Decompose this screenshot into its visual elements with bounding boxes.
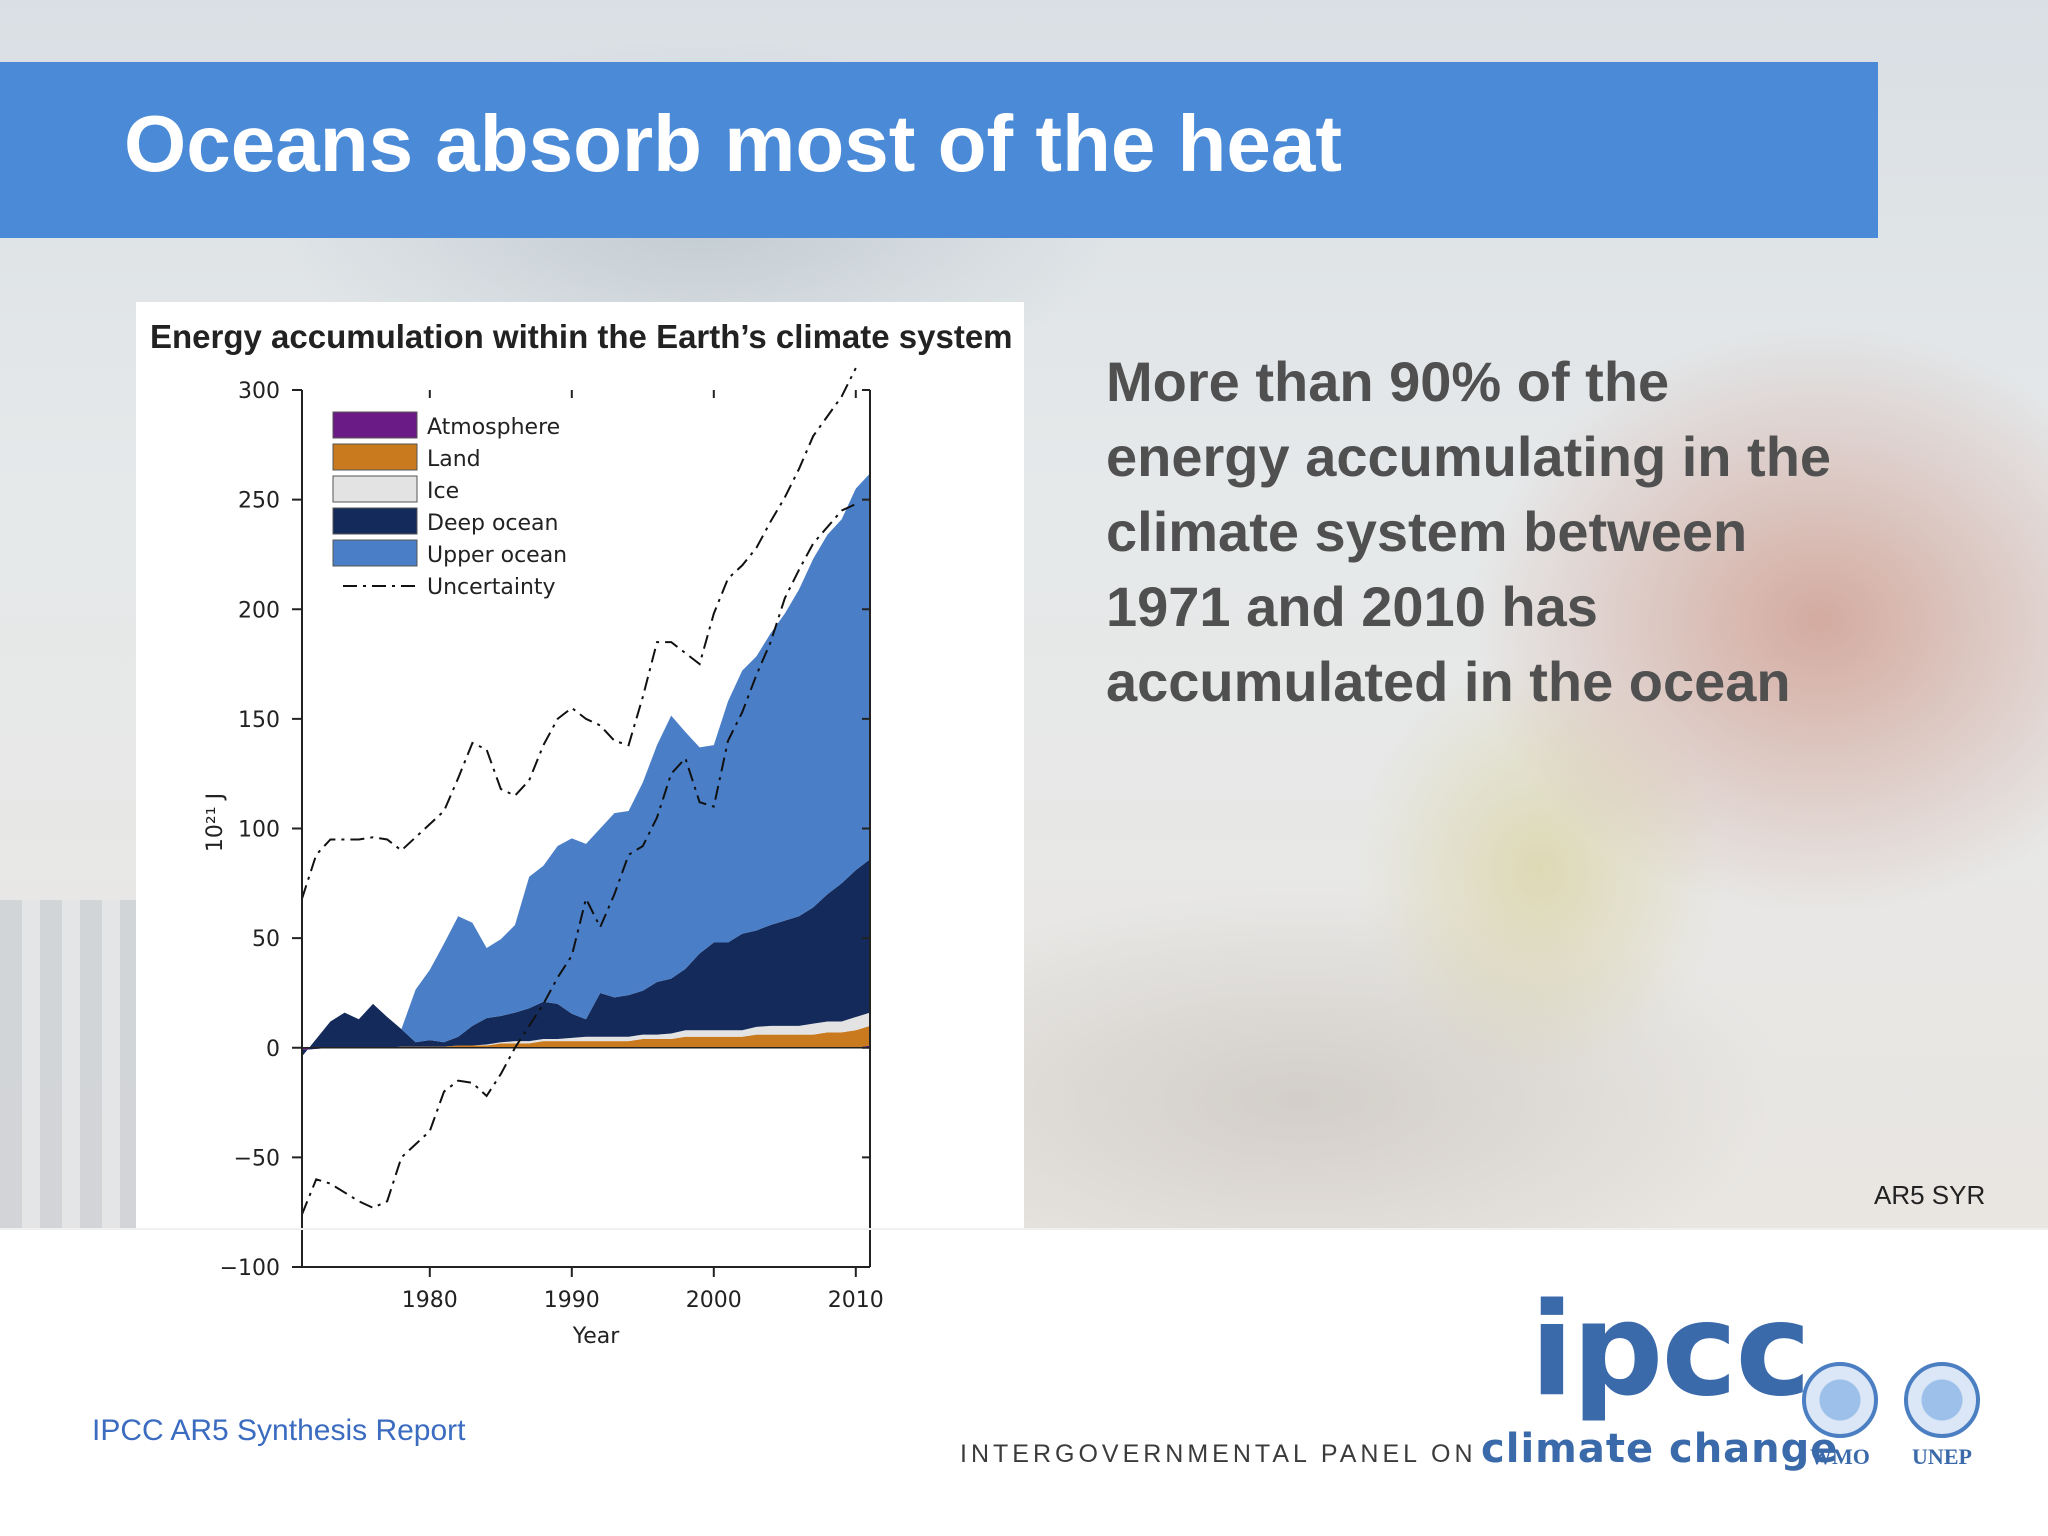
y-tick-label: 300 — [238, 379, 280, 404]
x-tick-label: 1980 — [402, 1288, 458, 1313]
y-tick-label: 0 — [266, 1037, 280, 1062]
uncertainty-upper — [301, 367, 857, 899]
legend-label: Atmosphere — [427, 415, 560, 440]
wmo-label: WMO — [1810, 1444, 1870, 1469]
y-tick-label: 150 — [238, 708, 280, 733]
area-upper-ocean — [302, 473, 870, 1057]
x-axis-label: Year — [572, 1324, 621, 1349]
x-tick-label: 2010 — [828, 1288, 884, 1313]
y-tick-label: −100 — [220, 1256, 280, 1281]
header-bar — [0, 62, 1878, 238]
legend-swatch-ice — [332, 475, 418, 503]
legend-label: Uncertainty — [427, 575, 556, 600]
ipcc-logo: ipcc — [1530, 1276, 1811, 1425]
unep-emblem-icon — [1904, 1362, 1980, 1438]
legend-label: Ice — [427, 479, 459, 504]
legend-swatch-deep-ocean — [332, 507, 418, 535]
wmo-emblem-icon — [1802, 1362, 1878, 1438]
legend-label: Land — [427, 447, 481, 472]
x-tick-label: 2000 — [686, 1288, 742, 1313]
legend-label: Deep ocean — [427, 511, 558, 536]
logo-line-small: INTERGOVERNMENTAL PANEL ON — [960, 1440, 1477, 1468]
area-deep-ocean — [302, 859, 870, 1057]
ipcc-logo-subtitle: INTERGOVERNMENTAL PANEL ON climate chang… — [960, 1426, 1838, 1472]
footer-report-link[interactable]: IPCC AR5 Synthesis Report — [92, 1414, 466, 1447]
wmo-logo: WMO — [1800, 1362, 1880, 1470]
y-tick-label: 100 — [238, 818, 280, 843]
legend-swatch-land — [332, 443, 418, 471]
chart-title: Energy accumulation within the Earth’s c… — [150, 318, 1013, 355]
area-land — [302, 1025, 870, 1050]
source-tag: AR5 SYR — [1874, 1180, 1986, 1210]
chart-card — [136, 302, 1024, 1372]
footer-divider — [0, 1228, 2048, 1230]
slide-title: Oceans absorb most of the heat — [124, 99, 1343, 188]
logo-line-big: climate change — [1481, 1426, 1839, 1472]
legend-swatch-upper-ocean — [332, 539, 418, 567]
y-axis-label: 10²¹ J — [203, 793, 228, 852]
y-tick-label: 200 — [238, 598, 280, 623]
body-text: More than 90% of the energy accumulating… — [1106, 350, 1832, 713]
unep-label: UNEP — [1912, 1444, 1972, 1469]
legend-label: Upper ocean — [427, 543, 567, 568]
unep-logo: UNEP — [1902, 1362, 1982, 1470]
y-tick-label: −50 — [234, 1146, 280, 1171]
x-tick-label: 1990 — [544, 1288, 600, 1313]
y-tick-label: 250 — [238, 489, 280, 514]
legend-swatch-atmosphere — [332, 411, 418, 439]
y-tick-label: 50 — [252, 927, 280, 952]
area-ice — [302, 1012, 870, 1050]
